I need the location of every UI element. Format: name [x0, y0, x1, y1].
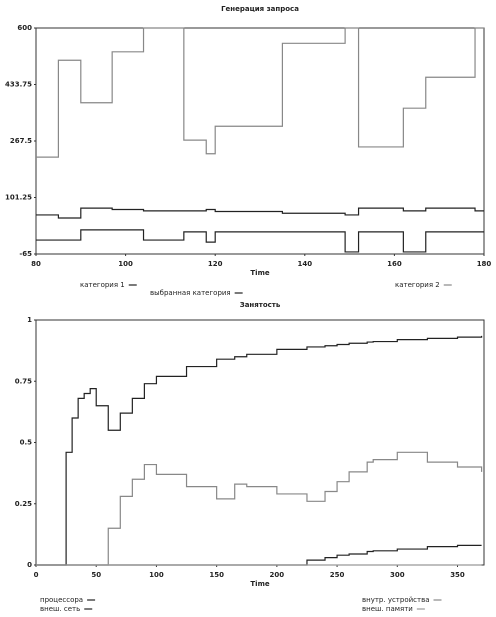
y-tick-label: 0.75	[15, 377, 32, 385]
x-tick-label: 250	[330, 571, 345, 579]
x-tick-label: 100	[118, 260, 133, 268]
x-tick-label: 80	[31, 260, 41, 268]
x-tick-label: 180	[477, 260, 492, 268]
plot-frame	[35, 27, 485, 255]
legend-label: процессора	[40, 596, 83, 604]
x-tick-label: 200	[270, 571, 285, 579]
series-line	[36, 27, 484, 158]
x-tick-label: 140	[297, 260, 312, 268]
series-line	[36, 544, 482, 566]
x-tick-label: 300	[390, 571, 405, 579]
y-tick-label: 600	[17, 24, 32, 32]
legend-label: внеш. сеть	[40, 605, 80, 613]
chart-title: Занятость	[240, 301, 281, 309]
y-tick-label: 0.5	[20, 439, 33, 447]
x-tick-label: 120	[208, 260, 223, 268]
x-tick-label: 0	[34, 571, 39, 579]
legend-label: категория 1	[80, 281, 125, 289]
y-tick-label: 433.75	[5, 81, 32, 89]
x-axis-label: Time	[250, 269, 269, 277]
x-tick-label: 50	[91, 571, 101, 579]
x-axis-label: Time	[250, 580, 269, 588]
x-tick-label: 160	[387, 260, 402, 268]
series-line	[36, 207, 484, 219]
y-tick-label: 267.5	[10, 137, 32, 145]
series-line	[36, 229, 484, 253]
legend-label: категория 2	[395, 281, 440, 289]
y-tick-label: 0	[27, 561, 32, 569]
x-tick-label: 100	[149, 571, 164, 579]
y-tick-label: 0.25	[15, 500, 32, 508]
x-tick-label: 150	[209, 571, 224, 579]
plot-frame	[35, 319, 485, 566]
legend-label: выбранная категория	[150, 289, 231, 297]
series-line	[36, 335, 483, 566]
x-tick-label: 350	[450, 571, 465, 579]
chart-title: Генерация запроса	[221, 5, 299, 13]
y-tick-label: -65	[19, 250, 32, 258]
y-tick-label: 1	[27, 316, 32, 324]
legend-label: внеш. памяти	[362, 605, 413, 613]
y-tick-label: 101.25	[5, 194, 32, 202]
series-line	[36, 451, 483, 566]
legend-label: внутр. устройства	[362, 596, 430, 604]
